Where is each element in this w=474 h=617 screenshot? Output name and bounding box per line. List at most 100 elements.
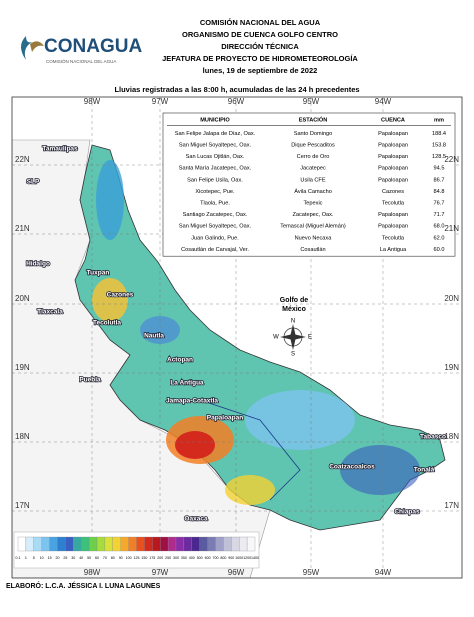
table-cell: Ávila Camacho (294, 188, 332, 195)
place-label: Cazones (107, 292, 134, 299)
latitude-label: 21N (444, 224, 459, 233)
table-header: CUENCA (381, 117, 405, 123)
place-label: Tonalá (414, 467, 435, 474)
latitude-label: 21N (15, 224, 30, 233)
longitude-label: 96W (228, 97, 245, 106)
place-label: Tecolutla (93, 320, 121, 327)
latitude-label: 20N (444, 294, 459, 303)
legend-swatch (191, 536, 200, 552)
place-label: Tuxpan (87, 270, 110, 277)
legend-swatch (49, 536, 58, 552)
table-cell: San Felipe Usila, Oax. (187, 177, 243, 183)
latitude-label: 17N (444, 501, 459, 510)
legend-tick: 10 (40, 556, 44, 560)
table-cell: 153.8 (432, 142, 446, 148)
table-cell: San Miguel Soyaltepec, Oax. (179, 224, 252, 230)
longitude-label: 94W (375, 97, 392, 106)
legend-tick: 500 (197, 556, 203, 560)
legend-swatch (128, 536, 137, 552)
place-label: SLP (27, 179, 40, 186)
legend-tick: 20 (56, 556, 60, 560)
longitude-label: 95W (303, 568, 320, 577)
legend-swatch (17, 536, 27, 552)
legend-swatch (183, 536, 192, 552)
table-header: MUNICIPIO (200, 117, 230, 123)
legend-swatch (246, 536, 256, 552)
legend-swatch (104, 536, 113, 552)
legend-tick: 15 (48, 556, 52, 560)
table-cell: San Felipe Jalapa de Díaz, Oax. (175, 131, 256, 137)
legend-swatch (57, 536, 66, 552)
place-label: La Antigua (170, 380, 204, 387)
table-cell: Tlaola, Pue. (200, 200, 230, 206)
legend-swatch (231, 536, 240, 552)
legend-tick: 300 (173, 556, 179, 560)
longitude-label: 97W (152, 568, 169, 577)
compass-letter: E (308, 335, 312, 341)
place-label: Jamapa-Cotaxtla (166, 398, 218, 405)
table-cell: Cosautlán de Carvajal, Ver. (181, 247, 249, 253)
table-cell: Tepexic (304, 200, 323, 206)
table-cell: Tecolutla (382, 200, 405, 206)
legend-swatch (223, 536, 232, 552)
legend-tick: 150 (141, 556, 147, 560)
longitude-label: 97W (152, 97, 169, 106)
table-cell: Xicotepec, Pue. (195, 189, 235, 195)
table-cell: 68.0 (434, 224, 445, 230)
legend-tick: 30 (71, 556, 75, 560)
place-label: Nautla (144, 333, 164, 340)
table-cell: 84.8 (434, 189, 445, 195)
header-line: COMISIÓN NACIONAL DEL AGUA (200, 18, 321, 27)
legend-tick: 400 (189, 556, 195, 560)
place-label: Tamaulipas (42, 146, 78, 153)
table-cell: Papaloapan (378, 154, 408, 160)
longitude-label: 95W (303, 97, 320, 106)
table-cell: 128.5 (432, 154, 446, 160)
latitude-label: 22N (444, 155, 459, 164)
table-cell: Papaloapan (378, 142, 408, 148)
legend-swatch (96, 536, 106, 552)
place-label: Papaloapan (207, 415, 244, 422)
legend-swatch (207, 536, 216, 552)
table-bg (162, 112, 456, 257)
legend-tick: 80 (111, 556, 115, 560)
legend-tick: 40 (79, 556, 83, 560)
header-line: DIRECCIÓN TÉCNICA (221, 42, 299, 51)
legend-swatch (160, 536, 169, 552)
legend-tick: 900 (228, 556, 234, 560)
legend-tick: 125 (134, 556, 140, 560)
legend-swatch (41, 536, 50, 552)
legend-swatch (239, 536, 248, 552)
place-label: Chiapas (394, 509, 420, 516)
longitude-label: 98W (84, 97, 101, 106)
header-line: lunes, 19 de septiembre de 2022 (203, 66, 318, 75)
place-label: Oaxaca (184, 516, 208, 523)
place-label: Actopan (167, 357, 193, 364)
map-title: Lluvias registradas a las 8:00 h, acumul… (114, 85, 359, 94)
longitude-label: 94W (375, 568, 392, 577)
legend-tick: 175 (149, 556, 155, 560)
table-cell: Cosautlán (300, 247, 325, 253)
latitude-label: 18N (444, 432, 459, 441)
sea-label: Golfo de México (280, 297, 308, 313)
legend-swatch (152, 536, 161, 552)
table-header: ESTACIÓN (299, 115, 328, 123)
legend-swatch (144, 536, 153, 552)
legend-swatch (65, 536, 74, 552)
place-label: Coatzacoalcos (329, 464, 375, 471)
header-line: JEFATURA DE PROYECTO DE HIDROMETEOROLOGÍ… (162, 54, 358, 63)
table-cell: Temascal (Miguel Alemán) (280, 224, 346, 230)
legend-swatch (175, 536, 185, 552)
table-cell: Santo Domingo (294, 131, 333, 137)
compass (280, 324, 306, 350)
legend-tick: 800 (220, 556, 226, 560)
table-cell: 71.7 (434, 212, 445, 218)
legend-tick: 25 (63, 556, 67, 560)
table-cell: Juan Galindo, Pue. (191, 235, 239, 241)
table-cell: Nuevo Necaxa (295, 235, 333, 241)
legend-tick: 1 (25, 556, 27, 560)
latitude-label: 22N (15, 155, 30, 164)
logo-text: CONAGUA (44, 36, 142, 57)
table-cell: La Antigua (380, 247, 407, 253)
